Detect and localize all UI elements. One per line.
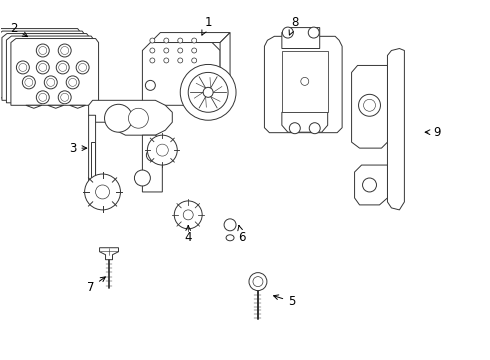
Circle shape	[174, 201, 202, 229]
Circle shape	[249, 273, 267, 291]
Circle shape	[47, 78, 55, 86]
Circle shape	[359, 94, 380, 116]
Text: 8: 8	[289, 16, 298, 35]
Circle shape	[128, 108, 148, 128]
Circle shape	[147, 149, 158, 161]
Circle shape	[150, 58, 155, 63]
Circle shape	[183, 210, 193, 220]
Polygon shape	[220, 32, 230, 105]
Polygon shape	[267, 37, 340, 130]
Circle shape	[164, 48, 169, 53]
Circle shape	[39, 63, 47, 71]
Polygon shape	[2, 33, 90, 100]
Circle shape	[178, 58, 183, 63]
Circle shape	[192, 38, 196, 43]
Circle shape	[282, 27, 294, 38]
Circle shape	[146, 80, 155, 90]
Polygon shape	[150, 32, 230, 42]
Circle shape	[192, 58, 196, 63]
Circle shape	[224, 219, 236, 231]
Polygon shape	[265, 36, 342, 133]
Circle shape	[178, 48, 183, 53]
Circle shape	[36, 61, 49, 74]
Polygon shape	[282, 28, 319, 49]
Circle shape	[61, 93, 69, 101]
Circle shape	[69, 78, 76, 86]
Text: 6: 6	[238, 225, 246, 244]
Polygon shape	[143, 42, 220, 105]
Circle shape	[289, 123, 300, 134]
Circle shape	[188, 72, 228, 112]
Circle shape	[301, 77, 309, 85]
Text: 9: 9	[425, 126, 441, 139]
Bar	[91, 142, 95, 180]
Text: 5: 5	[273, 295, 295, 308]
Circle shape	[36, 44, 49, 57]
Circle shape	[76, 61, 89, 74]
Ellipse shape	[226, 235, 234, 241]
Polygon shape	[355, 165, 388, 205]
Bar	[282, 50, 328, 112]
Circle shape	[150, 38, 155, 43]
Polygon shape	[270, 38, 337, 128]
Polygon shape	[272, 39, 335, 125]
Text: 7: 7	[87, 277, 105, 294]
Polygon shape	[89, 115, 96, 195]
Circle shape	[156, 144, 168, 156]
Polygon shape	[388, 49, 404, 210]
Text: 1: 1	[202, 16, 212, 35]
Circle shape	[178, 38, 183, 43]
Circle shape	[23, 76, 35, 89]
Circle shape	[164, 58, 169, 63]
Circle shape	[253, 276, 263, 287]
Circle shape	[58, 44, 71, 57]
Polygon shape	[11, 39, 98, 105]
Circle shape	[308, 27, 319, 38]
Circle shape	[39, 46, 47, 54]
Circle shape	[164, 38, 169, 43]
Circle shape	[59, 63, 67, 71]
Polygon shape	[352, 66, 388, 148]
Circle shape	[85, 174, 121, 210]
Circle shape	[16, 61, 29, 74]
Circle shape	[19, 63, 27, 71]
Polygon shape	[143, 135, 162, 192]
Circle shape	[78, 63, 87, 71]
Circle shape	[364, 99, 375, 111]
Polygon shape	[0, 31, 85, 98]
Circle shape	[36, 91, 49, 104]
Circle shape	[58, 91, 71, 104]
Polygon shape	[99, 248, 119, 260]
Circle shape	[66, 76, 79, 89]
Circle shape	[309, 123, 320, 134]
Circle shape	[134, 170, 150, 186]
Text: 2: 2	[10, 22, 27, 37]
Circle shape	[192, 48, 196, 53]
Circle shape	[104, 104, 132, 132]
Circle shape	[56, 61, 69, 74]
Circle shape	[25, 78, 33, 86]
Circle shape	[96, 185, 110, 199]
Circle shape	[39, 93, 47, 101]
Text: 4: 4	[184, 225, 192, 244]
Polygon shape	[282, 112, 328, 132]
Circle shape	[61, 46, 69, 54]
Circle shape	[150, 48, 155, 53]
Circle shape	[363, 178, 376, 192]
Polygon shape	[6, 36, 94, 103]
Polygon shape	[26, 105, 42, 108]
Circle shape	[147, 135, 177, 165]
Circle shape	[44, 76, 57, 89]
Polygon shape	[89, 100, 172, 135]
Circle shape	[180, 64, 236, 120]
Polygon shape	[48, 105, 64, 108]
Circle shape	[203, 87, 213, 97]
Polygon shape	[0, 28, 81, 95]
Text: 3: 3	[69, 141, 87, 155]
Polygon shape	[70, 105, 86, 108]
